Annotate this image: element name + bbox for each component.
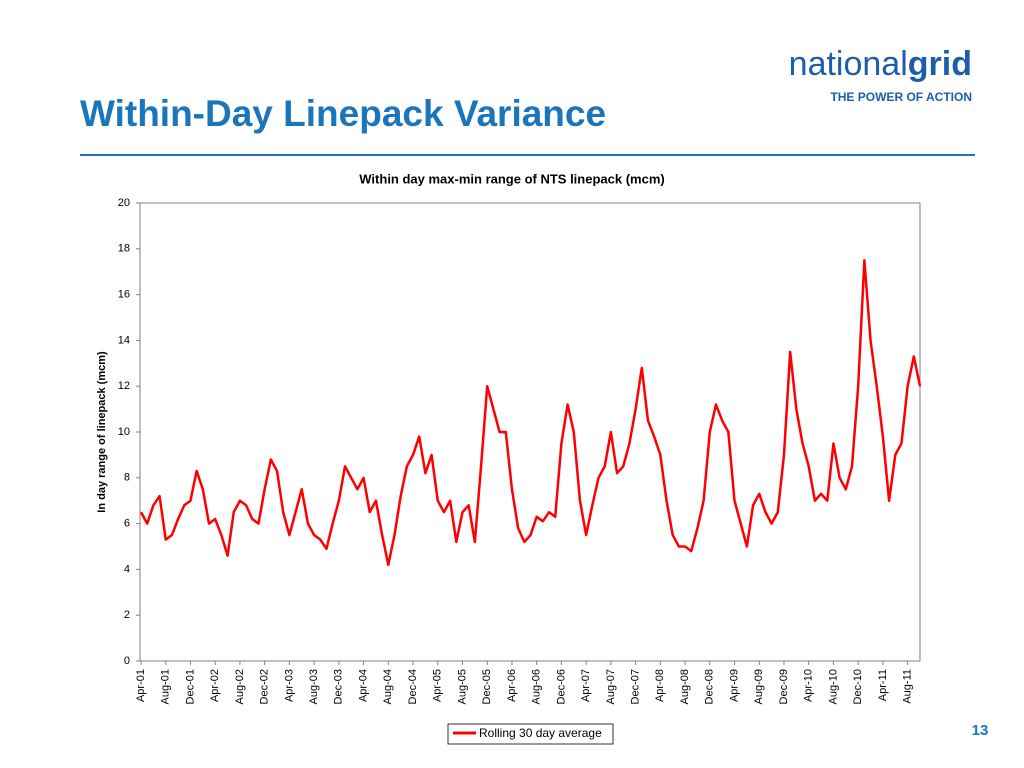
x-tick-label: Aug-04 bbox=[382, 669, 394, 704]
x-tick-label: Dec-01 bbox=[184, 669, 196, 704]
y-tick-label: 12 bbox=[118, 380, 130, 392]
y-tick-label: 0 bbox=[124, 655, 130, 667]
x-tick-label: Dec-02 bbox=[259, 669, 271, 704]
x-tick-label: Aug-08 bbox=[679, 669, 691, 704]
y-tick-label: 6 bbox=[124, 518, 130, 530]
x-tick-label: Apr-10 bbox=[803, 669, 815, 702]
x-tick-label: Dec-05 bbox=[481, 669, 493, 704]
slide-title: Within-Day Linepack Variance bbox=[80, 93, 606, 134]
x-tick-label: Apr-06 bbox=[506, 669, 518, 702]
page-number: 13 bbox=[972, 722, 989, 739]
logo-bold: grid bbox=[908, 45, 972, 83]
x-tick-label: Dec-04 bbox=[407, 669, 419, 704]
x-tick-label: Dec-07 bbox=[630, 669, 642, 704]
x-tick-label: Aug-06 bbox=[531, 669, 543, 704]
x-tick-label: Apr-04 bbox=[357, 669, 369, 702]
x-tick-label: Apr-08 bbox=[654, 669, 666, 702]
x-tick-label: Apr-05 bbox=[432, 669, 444, 702]
x-tick-label: Apr-09 bbox=[728, 669, 740, 702]
y-tick-label: 10 bbox=[118, 426, 130, 438]
x-tick-label: Aug-09 bbox=[753, 669, 765, 704]
x-tick-label: Dec-08 bbox=[704, 669, 716, 704]
y-tick-label: 16 bbox=[118, 289, 130, 301]
logo-tagline: THE POWER OF ACTION bbox=[830, 90, 972, 104]
x-tick-label: Aug-02 bbox=[234, 669, 246, 704]
y-tick-label: 14 bbox=[118, 334, 130, 346]
x-tick-label: Apr-02 bbox=[209, 669, 221, 702]
y-tick-label: 8 bbox=[124, 472, 130, 484]
x-tick-label: Dec-06 bbox=[555, 669, 567, 704]
y-tick-label: 18 bbox=[118, 243, 130, 255]
legend-box bbox=[447, 723, 614, 745]
series-line bbox=[139, 259, 922, 567]
legend-label: Rolling 30 day average bbox=[479, 726, 602, 740]
x-tick-label: Aug-05 bbox=[456, 669, 468, 704]
y-tick-label: 4 bbox=[124, 563, 130, 575]
chart-marks: 0 2 4 6 8 10 12 14 16 18 20 Apr-01 Aug-01 Dec-01 Apr-0… bbox=[118, 197, 922, 745]
x-tick-label: Dec-03 bbox=[333, 669, 345, 704]
legend: Rolling 30 day average bbox=[447, 723, 614, 745]
logo-light: national bbox=[789, 45, 908, 83]
x-tick-label: Apr-11 bbox=[877, 669, 889, 701]
y-axis-label: In day range of linepack (mcm) bbox=[96, 351, 108, 513]
x-tick-label: Apr-01 bbox=[135, 669, 147, 702]
y-tick-label: 20 bbox=[118, 197, 130, 209]
chart-title: Within day max-min range of NTS linepack… bbox=[359, 171, 664, 186]
x-tick-label: Dec-09 bbox=[778, 669, 790, 704]
x-tick-label: Aug-03 bbox=[308, 669, 320, 704]
x-tick-label: Aug-11 bbox=[902, 669, 914, 704]
x-tick-label: Apr-07 bbox=[580, 669, 592, 702]
x-tick-label: Apr-03 bbox=[283, 669, 295, 702]
logo: nationalgrid bbox=[789, 45, 972, 83]
x-tick-label: Dec-10 bbox=[852, 669, 864, 704]
x-tick-label: Aug-01 bbox=[160, 669, 172, 704]
x-tick-label: Aug-10 bbox=[827, 669, 839, 704]
y-tick-label: 2 bbox=[124, 609, 130, 621]
x-tick-label: Aug-07 bbox=[605, 669, 617, 704]
